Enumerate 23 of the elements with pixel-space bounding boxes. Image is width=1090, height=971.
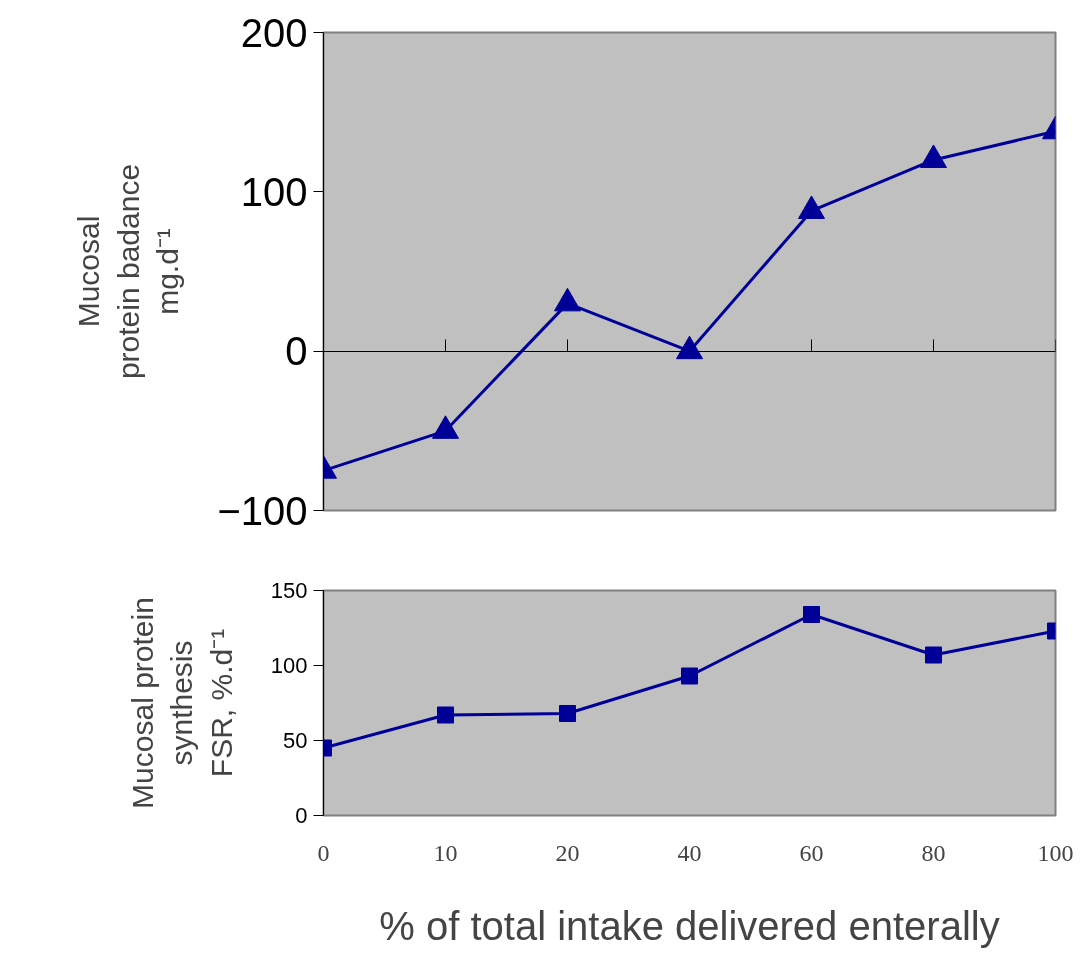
x-tick-label: 0 <box>317 839 330 866</box>
y-tick-label: 100 <box>240 169 308 214</box>
y-tick-label: 0 <box>285 329 308 374</box>
y-tick-label: 50 <box>283 728 308 753</box>
y-tick-label: −100 <box>217 488 308 533</box>
x-tick-label: 80 <box>921 839 946 866</box>
point <box>681 667 698 685</box>
point <box>925 646 942 664</box>
point <box>803 606 820 623</box>
y-tick-label: 0 <box>295 803 308 828</box>
x-axis-title: % of total intake delivered enterally <box>379 903 1000 948</box>
x-tick-label: 40 <box>677 839 702 866</box>
y-tick-label: 200 <box>240 10 308 55</box>
y-axis-title: Mucosal protein badance mg.d⁻¹ <box>72 163 185 380</box>
y-axis-title: Mucosal protein synthesis FSR, %.d⁻¹ <box>125 597 238 809</box>
y-tick-label: 150 <box>270 578 308 603</box>
point <box>437 706 454 724</box>
y-tick-label: 100 <box>270 653 308 678</box>
point <box>559 705 576 722</box>
x-tick-label: 100 <box>1037 839 1074 866</box>
x-tick-label: 60 <box>799 839 824 866</box>
x-tick-label: 10 <box>433 839 458 866</box>
x-tick-label: 20 <box>555 839 580 866</box>
